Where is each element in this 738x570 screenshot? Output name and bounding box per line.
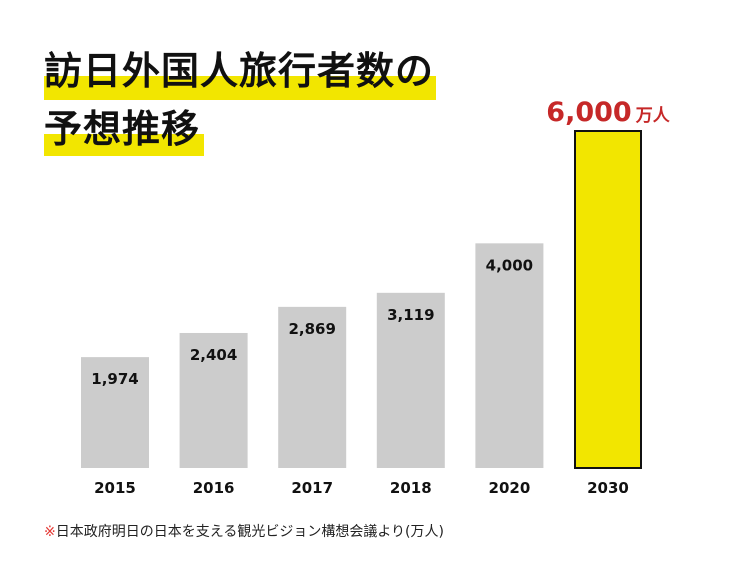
chart-title-line-1: 訪日外国人旅行者数の <box>44 49 435 93</box>
x-tick-label-2017: 2017 <box>291 479 333 497</box>
value-label-2016: 2,404 <box>190 346 237 364</box>
value-label-2015: 1,974 <box>91 370 138 388</box>
footnote: ※日本政府明日の日本を支える観光ビジョン構想会議より(万人) <box>44 521 444 541</box>
x-tick-label-2016: 2016 <box>193 479 235 497</box>
bar-2017 <box>278 306 347 468</box>
title-highlight-1 <box>44 76 436 100</box>
bar-2020 <box>475 243 544 468</box>
x-tick-label-2020: 2020 <box>489 479 531 497</box>
value-label-2017: 2,869 <box>288 320 335 338</box>
x-tick-label-2015: 2015 <box>94 479 136 497</box>
title-highlight-2 <box>44 134 204 156</box>
bar-2016 <box>179 332 248 468</box>
x-tick-label-2018: 2018 <box>390 479 432 497</box>
value-label-2030: 6,000 万人 <box>546 97 670 128</box>
footnote-text: 日本政府明日の日本を支える観光ビジョン構想会議より(万人) <box>55 524 444 540</box>
bar-2015 <box>81 357 149 468</box>
value-label-2018: 3,119 <box>387 306 434 324</box>
value-label-unit: 万人 <box>635 106 671 126</box>
footnote-mark: ※ <box>44 524 56 540</box>
value-label-number: 6,000 <box>546 97 631 128</box>
bar-2018 <box>376 292 445 468</box>
bar-2030 <box>574 130 642 469</box>
value-label-2020: 4,000 <box>486 256 533 274</box>
chart-title-line-2: 予想推移 <box>44 107 201 151</box>
x-tick-label-2030: 2030 <box>587 479 629 497</box>
